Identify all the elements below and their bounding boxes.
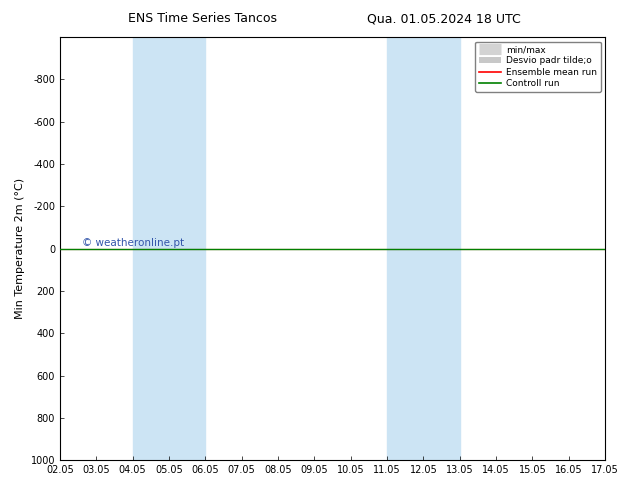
Y-axis label: Min Temperature 2m (°C): Min Temperature 2m (°C) (15, 178, 25, 319)
Text: © weatheronline.pt: © weatheronline.pt (82, 239, 184, 248)
Legend: min/max, Desvio padr tilde;o, Ensemble mean run, Controll run: min/max, Desvio padr tilde;o, Ensemble m… (476, 42, 600, 92)
Bar (387, 37, 460, 460)
Text: Qua. 01.05.2024 18 UTC: Qua. 01.05.2024 18 UTC (367, 12, 521, 25)
Text: ENS Time Series Tancos: ENS Time Series Tancos (128, 12, 278, 25)
Bar (133, 37, 205, 460)
